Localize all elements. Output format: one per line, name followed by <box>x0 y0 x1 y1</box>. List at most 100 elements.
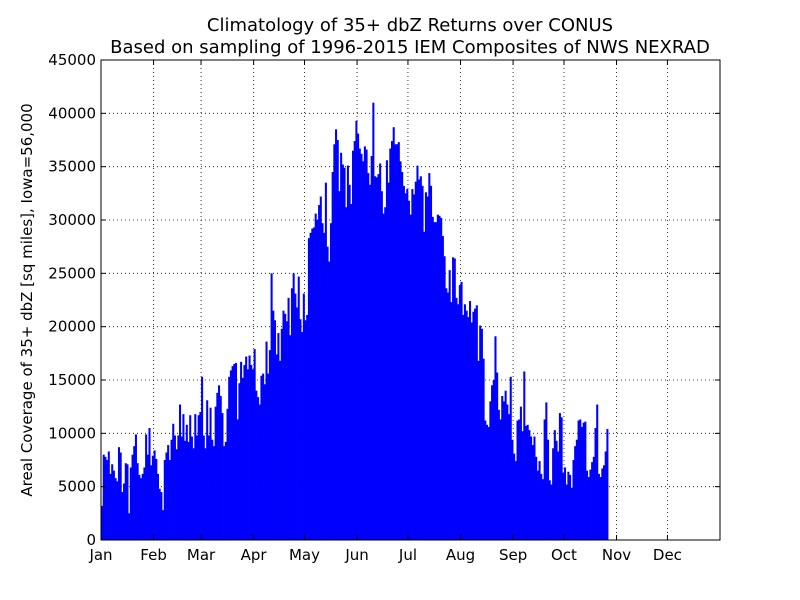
bar <box>150 465 153 540</box>
grid-lines <box>100 59 720 541</box>
bar <box>409 214 412 541</box>
bar <box>441 236 444 540</box>
bar <box>333 144 336 540</box>
bar <box>601 468 604 540</box>
bar <box>170 439 173 540</box>
bar <box>299 319 302 540</box>
bar <box>580 426 583 540</box>
bar <box>552 448 555 540</box>
bar <box>331 172 334 540</box>
bar <box>270 273 273 540</box>
bar <box>547 439 550 540</box>
bar <box>438 215 441 541</box>
bar <box>480 328 483 540</box>
bar <box>575 439 578 540</box>
bar <box>229 370 232 540</box>
bar <box>173 435 176 540</box>
bar <box>112 470 115 540</box>
bar <box>245 356 248 540</box>
bar <box>323 232 326 541</box>
bar <box>404 193 407 540</box>
bar <box>312 227 316 540</box>
bar <box>431 216 434 541</box>
bar <box>455 297 458 540</box>
bar <box>482 358 485 540</box>
bar <box>411 189 414 540</box>
bar <box>233 364 236 540</box>
bar <box>401 172 404 540</box>
bar <box>297 276 300 540</box>
bar <box>435 222 438 540</box>
bar <box>158 488 161 540</box>
bar <box>335 129 338 540</box>
bar <box>380 191 383 540</box>
bar <box>207 435 210 540</box>
bar <box>201 376 204 540</box>
bar <box>550 484 553 540</box>
bar <box>328 261 331 540</box>
bar <box>273 320 277 540</box>
bar <box>190 436 193 540</box>
bar <box>516 420 519 540</box>
bar <box>397 142 400 540</box>
bar <box>365 149 368 540</box>
bar <box>360 153 363 540</box>
bar <box>106 460 109 540</box>
bar <box>260 375 263 540</box>
bar <box>109 473 112 540</box>
bar <box>148 428 151 540</box>
bar <box>392 127 395 540</box>
bar <box>133 446 136 540</box>
bar <box>535 456 538 540</box>
bar <box>565 484 568 540</box>
bar <box>385 160 388 540</box>
bar <box>319 196 322 540</box>
bar <box>582 422 585 540</box>
bar <box>536 470 539 540</box>
bar <box>423 231 426 541</box>
bar <box>277 333 280 540</box>
bar <box>123 483 126 540</box>
bar <box>513 453 516 540</box>
bar <box>294 293 297 540</box>
bar <box>168 460 171 540</box>
bar <box>136 463 139 540</box>
y-tick-label: 20000 <box>48 318 96 336</box>
x-tick-label: Aug <box>446 546 475 564</box>
bar <box>374 176 377 540</box>
bar <box>499 419 502 540</box>
bar <box>358 148 361 540</box>
bar <box>387 182 390 541</box>
bar <box>592 456 595 540</box>
bar <box>362 161 365 540</box>
x-tick-label: May <box>289 546 320 564</box>
bar <box>304 320 307 540</box>
bar <box>602 465 606 540</box>
bar <box>285 321 288 540</box>
chart-title: Climatology of 35+ dbZ Returns over CONU… <box>207 15 613 36</box>
bar <box>185 424 188 540</box>
bar <box>472 311 475 540</box>
bar <box>530 436 533 540</box>
bar <box>389 148 392 540</box>
bar <box>511 439 514 540</box>
bar <box>457 304 460 540</box>
bar <box>370 156 373 540</box>
bar <box>114 478 117 540</box>
bar <box>597 473 600 540</box>
bar <box>341 164 344 540</box>
bar <box>104 456 107 540</box>
bar <box>545 402 548 540</box>
bar <box>599 477 602 540</box>
y-axis-label: Areal Coverage of 35+ dbZ [sq miles], Io… <box>18 103 36 496</box>
x-tick-label: Feb <box>140 546 167 564</box>
bar <box>379 163 382 540</box>
bar <box>587 477 590 540</box>
bar <box>463 304 466 540</box>
bar <box>604 451 607 540</box>
bar <box>508 414 511 540</box>
bar <box>414 181 417 540</box>
bar <box>329 223 332 540</box>
bar <box>348 184 351 541</box>
bar <box>567 471 570 540</box>
